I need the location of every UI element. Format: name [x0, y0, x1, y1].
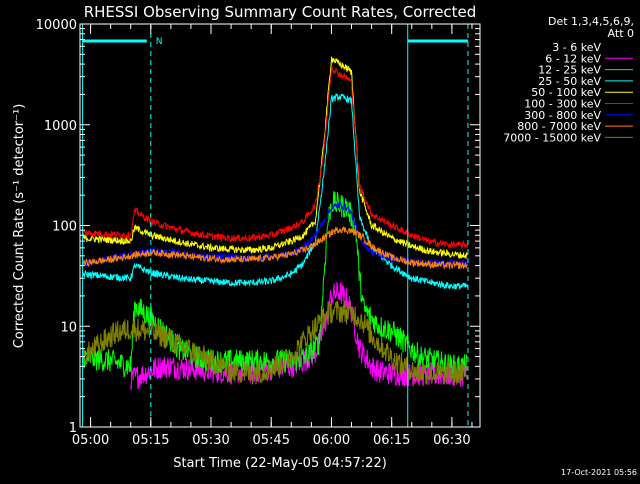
series-line-3-6-kev [138, 306, 469, 427]
annotation-1: N [156, 37, 163, 47]
series-group [82, 56, 469, 427]
series-line-25-50-kev [82, 92, 468, 290]
legend-label-2: 6 - 12 keV [545, 52, 601, 65]
x-tick-label-0615: 06:15 [373, 433, 410, 448]
series-line-50-100-kev [82, 56, 468, 260]
legend-label-5: 50 - 100 keV [531, 86, 601, 99]
legend-label-7: 300 - 800 keV [524, 109, 601, 122]
x-tick-label-0600: 06:00 [313, 433, 350, 448]
x-tick-label-0530: 05:30 [192, 433, 229, 448]
legend-label-6: 100 - 300 keV [524, 98, 601, 111]
y-tick-label-10: 10 [60, 320, 77, 335]
y-axis-label: Corrected Count Rate (s⁻¹ detector⁻¹) [12, 104, 27, 349]
legend-header-detectors: Det 1,3,4,5,6,9, [548, 15, 634, 28]
chart-title: RHESSI Observing Summary Count Rates, Co… [84, 3, 477, 21]
y-tick-label-100: 100 [52, 220, 77, 235]
legend-label-1: 3 - 6 keV [552, 41, 601, 54]
footer-timestamp: 17-Oct-2021 05:56 [561, 468, 637, 477]
x-tick-label-0545: 05:45 [253, 433, 290, 448]
series-line-800-7000-kev [82, 226, 468, 270]
legend-label-8: 800 - 7000 keV [517, 120, 601, 133]
legend-header-attenuator: Att 0 [608, 27, 634, 40]
y-tick-label-1000: 1000 [44, 119, 77, 134]
legend-label-4: 25 - 50 keV [538, 75, 601, 88]
y-tick-label-1: 1 [69, 421, 77, 436]
x-tick-label-0630: 06:30 [433, 433, 470, 448]
series-line-7000-15000-kev [82, 299, 468, 385]
legend-label-3: 12 - 25 keV [538, 64, 601, 77]
x-axis-label: Start Time (22-May-05 04:57:22) [173, 456, 387, 471]
y-tick-label-10000: 10000 [36, 18, 77, 33]
x-tick-label-0500: 05:00 [72, 433, 109, 448]
x-tick-label-0515: 05:15 [132, 433, 169, 448]
legend-label-9: 7000 - 15000 keV [503, 131, 601, 144]
series-line-6-12-kev [130, 281, 468, 391]
series-line-100-300-kev [82, 65, 468, 250]
